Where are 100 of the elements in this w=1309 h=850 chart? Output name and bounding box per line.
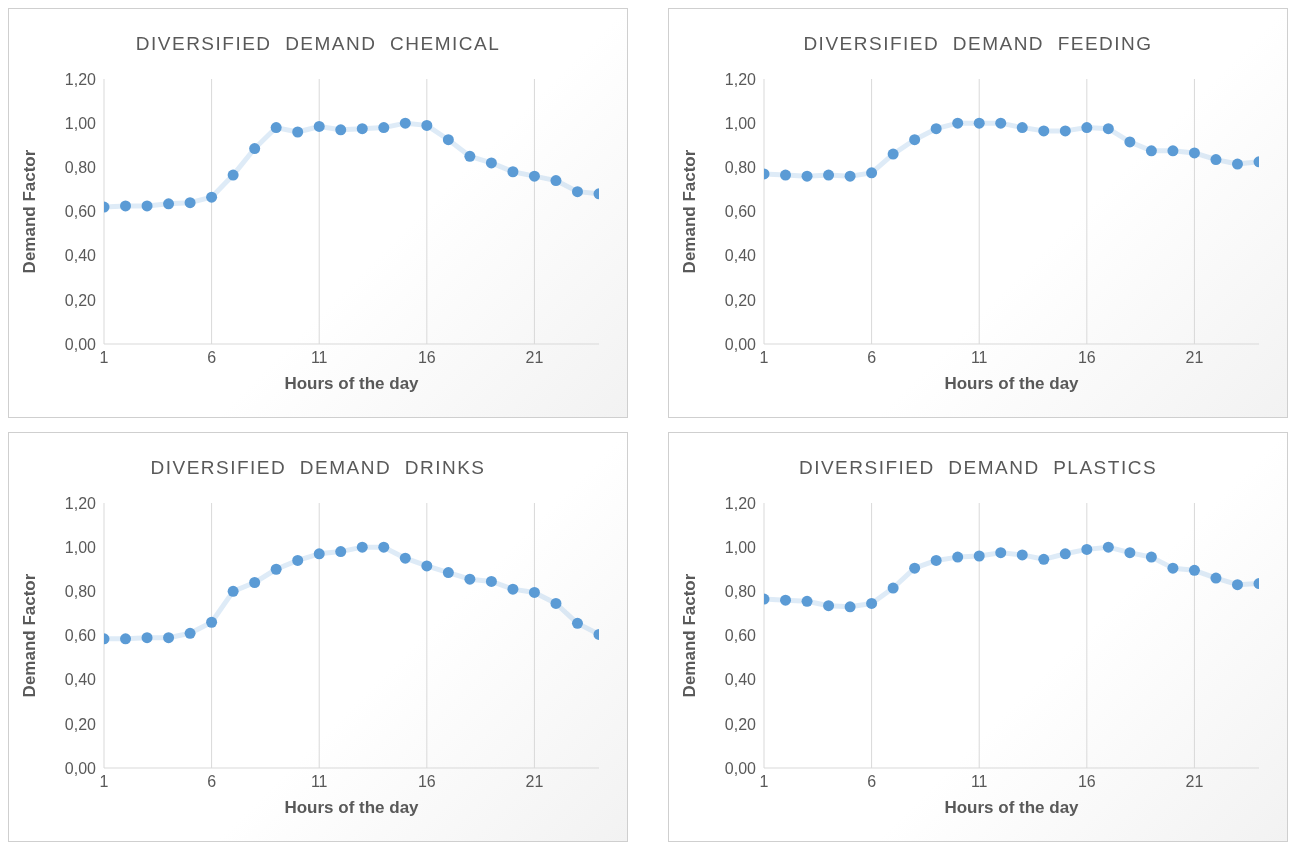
y-tick-label: 0,40	[64, 247, 97, 265]
point	[485, 575, 497, 587]
y-axis-title: Demand Factor	[680, 573, 700, 698]
point	[163, 198, 175, 210]
y-tick-label: 0,60	[724, 627, 757, 645]
point	[550, 597, 562, 609]
point	[1016, 549, 1028, 561]
point	[952, 551, 964, 563]
point	[464, 150, 476, 162]
point	[1124, 136, 1136, 148]
y-tick-label: 0,00	[64, 335, 97, 353]
y-tick-label: 0,00	[724, 335, 757, 353]
point	[973, 117, 985, 129]
chart-title: DIVERSIFIED DEMAND PLASTICS	[797, 457, 1159, 479]
point	[442, 134, 454, 146]
y-tick-label: 0,00	[724, 759, 757, 777]
point	[801, 170, 813, 182]
point	[206, 191, 218, 203]
y-tick-label: 0,80	[724, 583, 757, 601]
x-tick-label: 11	[310, 773, 328, 791]
point	[1145, 145, 1157, 157]
x-tick-label: 21	[525, 773, 544, 791]
point	[995, 117, 1007, 129]
x-tick-label: 6	[867, 349, 877, 367]
point	[399, 552, 411, 564]
chart-title: DIVERSIFIED DEMAND DRINKS	[149, 457, 487, 479]
x-tick-label: 1	[99, 349, 109, 367]
point	[1059, 125, 1071, 137]
y-tick-label: 1,20	[724, 494, 757, 512]
point	[823, 600, 835, 612]
y-tick-label: 1,20	[64, 70, 97, 88]
point	[1231, 158, 1243, 170]
point	[335, 124, 347, 136]
y-tick-label: 0,20	[724, 715, 757, 733]
point	[399, 117, 411, 129]
point	[356, 123, 368, 135]
point	[1081, 122, 1093, 134]
point	[571, 186, 583, 198]
point	[141, 632, 153, 644]
point	[1167, 145, 1179, 157]
x-axis-title: Hours of the day	[284, 374, 420, 393]
point	[1210, 154, 1222, 166]
point	[1038, 553, 1050, 565]
point	[887, 582, 899, 594]
y-axis-title: Demand Factor	[680, 149, 700, 274]
point	[313, 120, 325, 132]
point	[866, 597, 878, 609]
x-tick-label: 21	[525, 349, 544, 367]
point	[442, 567, 454, 579]
point	[801, 595, 813, 607]
point	[1231, 579, 1243, 591]
y-tick-label: 0,20	[64, 291, 97, 309]
point	[485, 157, 497, 169]
point	[823, 169, 835, 181]
x-axis-title: Hours of the day	[284, 798, 420, 817]
y-tick-label: 0,60	[64, 627, 97, 645]
y-tick-label: 0,20	[724, 291, 757, 309]
point	[1081, 543, 1093, 555]
point	[270, 563, 282, 575]
point	[464, 573, 476, 585]
point	[141, 200, 153, 212]
x-axis-title: Hours of the day	[944, 374, 1080, 393]
point	[120, 200, 132, 212]
point	[184, 627, 196, 639]
point	[270, 122, 282, 134]
point	[227, 585, 239, 597]
y-tick-label: 0,80	[724, 159, 757, 177]
point	[780, 169, 792, 181]
y-tick-label: 0,80	[64, 583, 97, 601]
x-tick-label: 16	[1077, 773, 1096, 791]
point	[1016, 122, 1028, 134]
point	[378, 122, 390, 134]
x-tick-label: 11	[970, 349, 988, 367]
point	[249, 143, 261, 155]
x-tick-label: 16	[1077, 349, 1096, 367]
point	[866, 167, 878, 179]
y-tick-label: 0,80	[64, 159, 97, 177]
point	[909, 134, 921, 146]
y-tick-label: 1,00	[724, 114, 757, 132]
point	[1102, 541, 1114, 553]
y-tick-label: 1,00	[64, 114, 97, 132]
point	[995, 547, 1007, 559]
point	[184, 197, 196, 209]
point	[1038, 125, 1050, 137]
point	[292, 126, 304, 138]
x-tick-label: 16	[417, 773, 436, 791]
y-tick-label: 0,60	[64, 203, 97, 221]
x-tick-label: 1	[99, 773, 109, 791]
x-tick-label: 1	[759, 349, 769, 367]
chart-title: DIVERSIFIED DEMAND CHEMICAL	[134, 33, 502, 55]
point	[844, 170, 856, 182]
point	[528, 170, 540, 182]
chart-title: DIVERSIFIED DEMAND FEEDING	[802, 33, 1154, 55]
x-tick-label: 6	[207, 773, 217, 791]
point	[421, 560, 433, 572]
point	[528, 586, 540, 598]
y-tick-label: 0,60	[724, 203, 757, 221]
point	[930, 554, 942, 566]
x-tick-label: 16	[417, 349, 436, 367]
y-tick-label: 1,20	[724, 70, 757, 88]
